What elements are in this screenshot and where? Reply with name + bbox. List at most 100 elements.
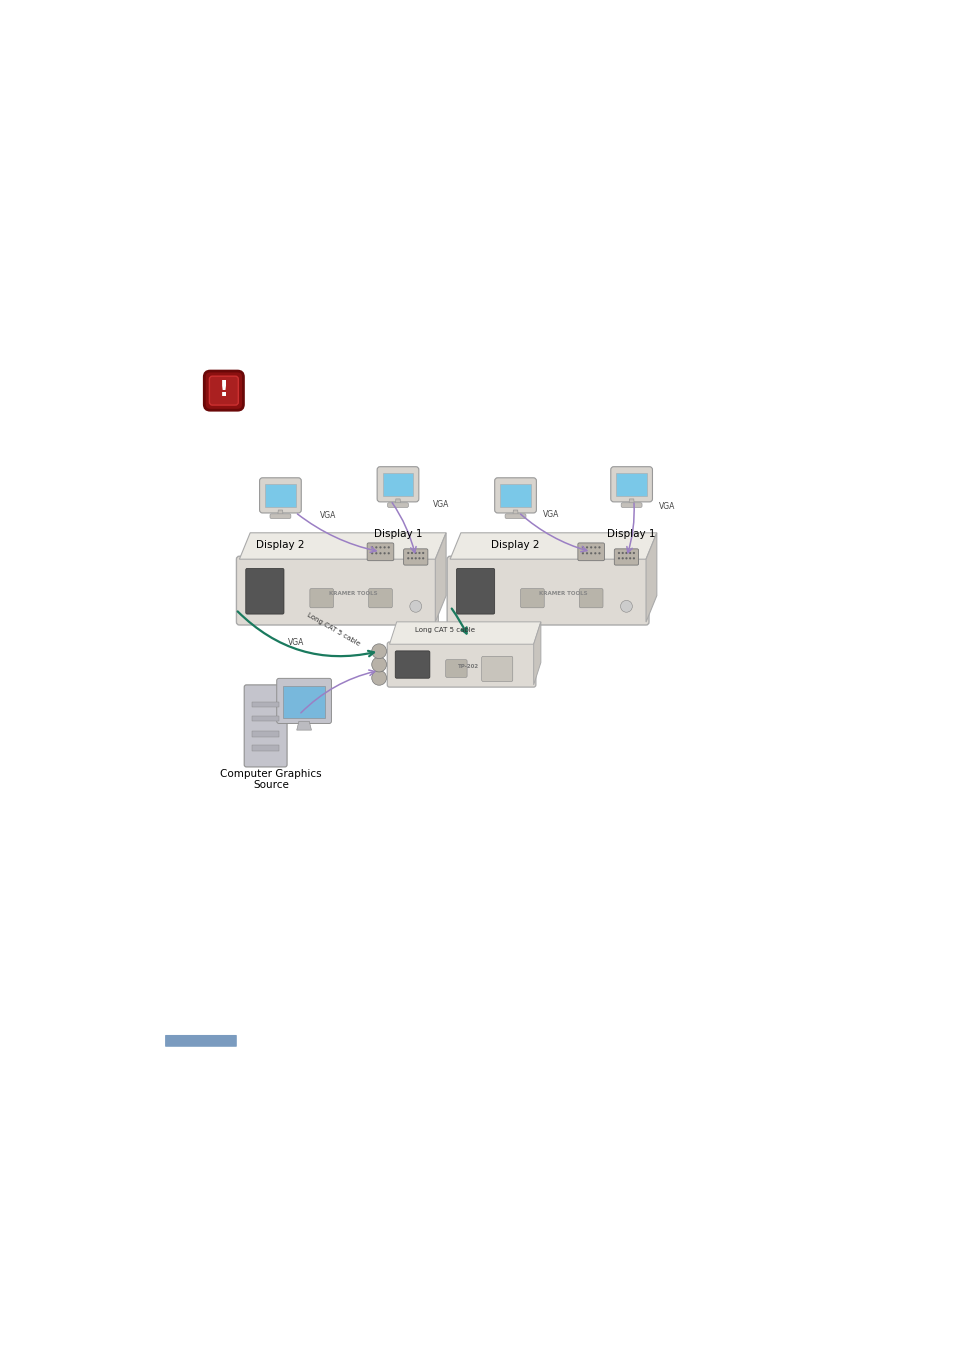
Circle shape — [628, 558, 631, 559]
Circle shape — [411, 558, 413, 559]
Circle shape — [618, 558, 619, 559]
Circle shape — [598, 546, 600, 548]
Polygon shape — [450, 532, 656, 559]
Text: Display 1: Display 1 — [374, 528, 422, 539]
Circle shape — [379, 546, 381, 548]
Circle shape — [421, 552, 424, 554]
Circle shape — [387, 546, 390, 548]
Circle shape — [621, 552, 623, 554]
Circle shape — [407, 552, 409, 554]
FancyBboxPatch shape — [204, 371, 243, 410]
Circle shape — [387, 552, 390, 554]
Circle shape — [415, 552, 416, 554]
FancyBboxPatch shape — [252, 716, 279, 722]
Polygon shape — [645, 532, 656, 621]
FancyBboxPatch shape — [270, 513, 291, 519]
FancyBboxPatch shape — [252, 701, 279, 707]
FancyBboxPatch shape — [610, 467, 652, 502]
FancyBboxPatch shape — [165, 1034, 236, 1047]
Circle shape — [624, 552, 627, 554]
Circle shape — [624, 558, 627, 559]
FancyBboxPatch shape — [252, 731, 279, 737]
FancyBboxPatch shape — [310, 589, 334, 608]
Circle shape — [632, 552, 635, 554]
Circle shape — [594, 546, 596, 548]
Circle shape — [383, 546, 385, 548]
FancyBboxPatch shape — [620, 502, 641, 508]
FancyBboxPatch shape — [283, 685, 324, 718]
Polygon shape — [435, 532, 446, 621]
Text: VGA: VGA — [542, 510, 558, 519]
FancyBboxPatch shape — [387, 502, 408, 508]
Text: VGA: VGA — [288, 638, 304, 647]
Circle shape — [375, 546, 377, 548]
Polygon shape — [628, 498, 634, 504]
Text: Display 2: Display 2 — [491, 540, 539, 550]
Text: Computer Graphics
Source: Computer Graphics Source — [220, 769, 321, 791]
FancyBboxPatch shape — [210, 376, 238, 405]
FancyBboxPatch shape — [403, 548, 427, 565]
Circle shape — [379, 552, 381, 554]
Circle shape — [590, 546, 592, 548]
FancyBboxPatch shape — [578, 543, 604, 561]
FancyBboxPatch shape — [495, 478, 536, 513]
Circle shape — [372, 657, 386, 672]
FancyBboxPatch shape — [382, 473, 413, 496]
Circle shape — [372, 645, 386, 658]
FancyBboxPatch shape — [614, 548, 638, 565]
Circle shape — [598, 552, 600, 554]
Circle shape — [418, 552, 420, 554]
Circle shape — [383, 552, 385, 554]
FancyBboxPatch shape — [387, 642, 536, 686]
FancyBboxPatch shape — [499, 485, 531, 508]
FancyBboxPatch shape — [236, 556, 437, 626]
Text: VGA: VGA — [320, 510, 336, 520]
Circle shape — [590, 552, 592, 554]
FancyBboxPatch shape — [520, 589, 543, 608]
FancyBboxPatch shape — [616, 473, 646, 496]
Circle shape — [594, 552, 596, 554]
Text: TP-202: TP-202 — [457, 663, 478, 669]
Circle shape — [585, 552, 588, 554]
Circle shape — [415, 558, 416, 559]
Circle shape — [371, 546, 373, 548]
Text: Display 2: Display 2 — [256, 540, 304, 550]
Text: KRAMER TOOLS: KRAMER TOOLS — [538, 592, 587, 596]
FancyBboxPatch shape — [395, 651, 430, 678]
FancyBboxPatch shape — [244, 685, 287, 766]
Text: KRAMER TOOLS: KRAMER TOOLS — [329, 592, 377, 596]
FancyBboxPatch shape — [265, 485, 295, 508]
FancyBboxPatch shape — [259, 478, 301, 513]
Circle shape — [375, 552, 377, 554]
FancyBboxPatch shape — [447, 556, 648, 626]
Circle shape — [621, 558, 623, 559]
FancyBboxPatch shape — [368, 589, 392, 608]
FancyBboxPatch shape — [445, 659, 467, 677]
Circle shape — [581, 546, 583, 548]
FancyBboxPatch shape — [578, 589, 602, 608]
Circle shape — [581, 552, 583, 554]
Text: Long CAT 5 cable: Long CAT 5 cable — [415, 627, 474, 632]
Circle shape — [585, 546, 588, 548]
FancyBboxPatch shape — [376, 467, 418, 502]
FancyBboxPatch shape — [252, 745, 279, 750]
FancyBboxPatch shape — [456, 569, 495, 615]
FancyBboxPatch shape — [276, 678, 331, 723]
Circle shape — [619, 600, 632, 612]
Polygon shape — [533, 621, 540, 685]
Circle shape — [410, 600, 421, 612]
Circle shape — [628, 552, 631, 554]
Circle shape — [372, 670, 386, 685]
Text: !: ! — [218, 380, 229, 399]
Polygon shape — [395, 498, 400, 504]
Polygon shape — [239, 532, 446, 559]
Polygon shape — [277, 510, 283, 516]
FancyBboxPatch shape — [367, 543, 394, 561]
Text: Display 1: Display 1 — [607, 528, 655, 539]
Circle shape — [421, 558, 424, 559]
Circle shape — [632, 558, 635, 559]
Polygon shape — [389, 621, 540, 645]
FancyBboxPatch shape — [246, 569, 284, 615]
Polygon shape — [296, 722, 311, 730]
Polygon shape — [513, 510, 517, 516]
